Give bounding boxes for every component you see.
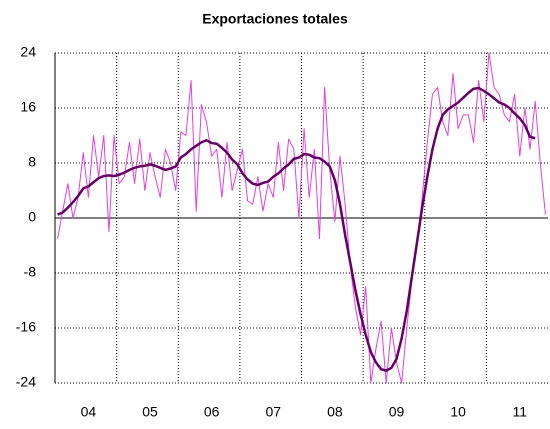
x-tick-label: 06	[204, 404, 220, 420]
y-tick-label: -8	[24, 264, 37, 280]
chart-title: Exportaciones totales	[202, 11, 348, 27]
x-tick-label: 08	[327, 404, 343, 420]
y-tick-label: -24	[16, 374, 36, 390]
y-tick-label: 24	[20, 44, 36, 60]
series-line	[57, 52, 546, 384]
y-tick-label: 0	[28, 209, 36, 225]
y-tick-label: 8	[28, 154, 36, 170]
x-tick-label: 04	[81, 404, 97, 420]
x-tick-label: 11	[512, 404, 527, 420]
x-tick-label: 09	[389, 404, 405, 420]
x-tick-label: 07	[265, 404, 281, 420]
series-line	[57, 86, 536, 372]
y-tick-label: -16	[16, 319, 36, 335]
y-tick-label: 16	[20, 99, 36, 115]
x-tick-label: 10	[450, 404, 466, 420]
x-tick-label: 05	[142, 404, 158, 420]
